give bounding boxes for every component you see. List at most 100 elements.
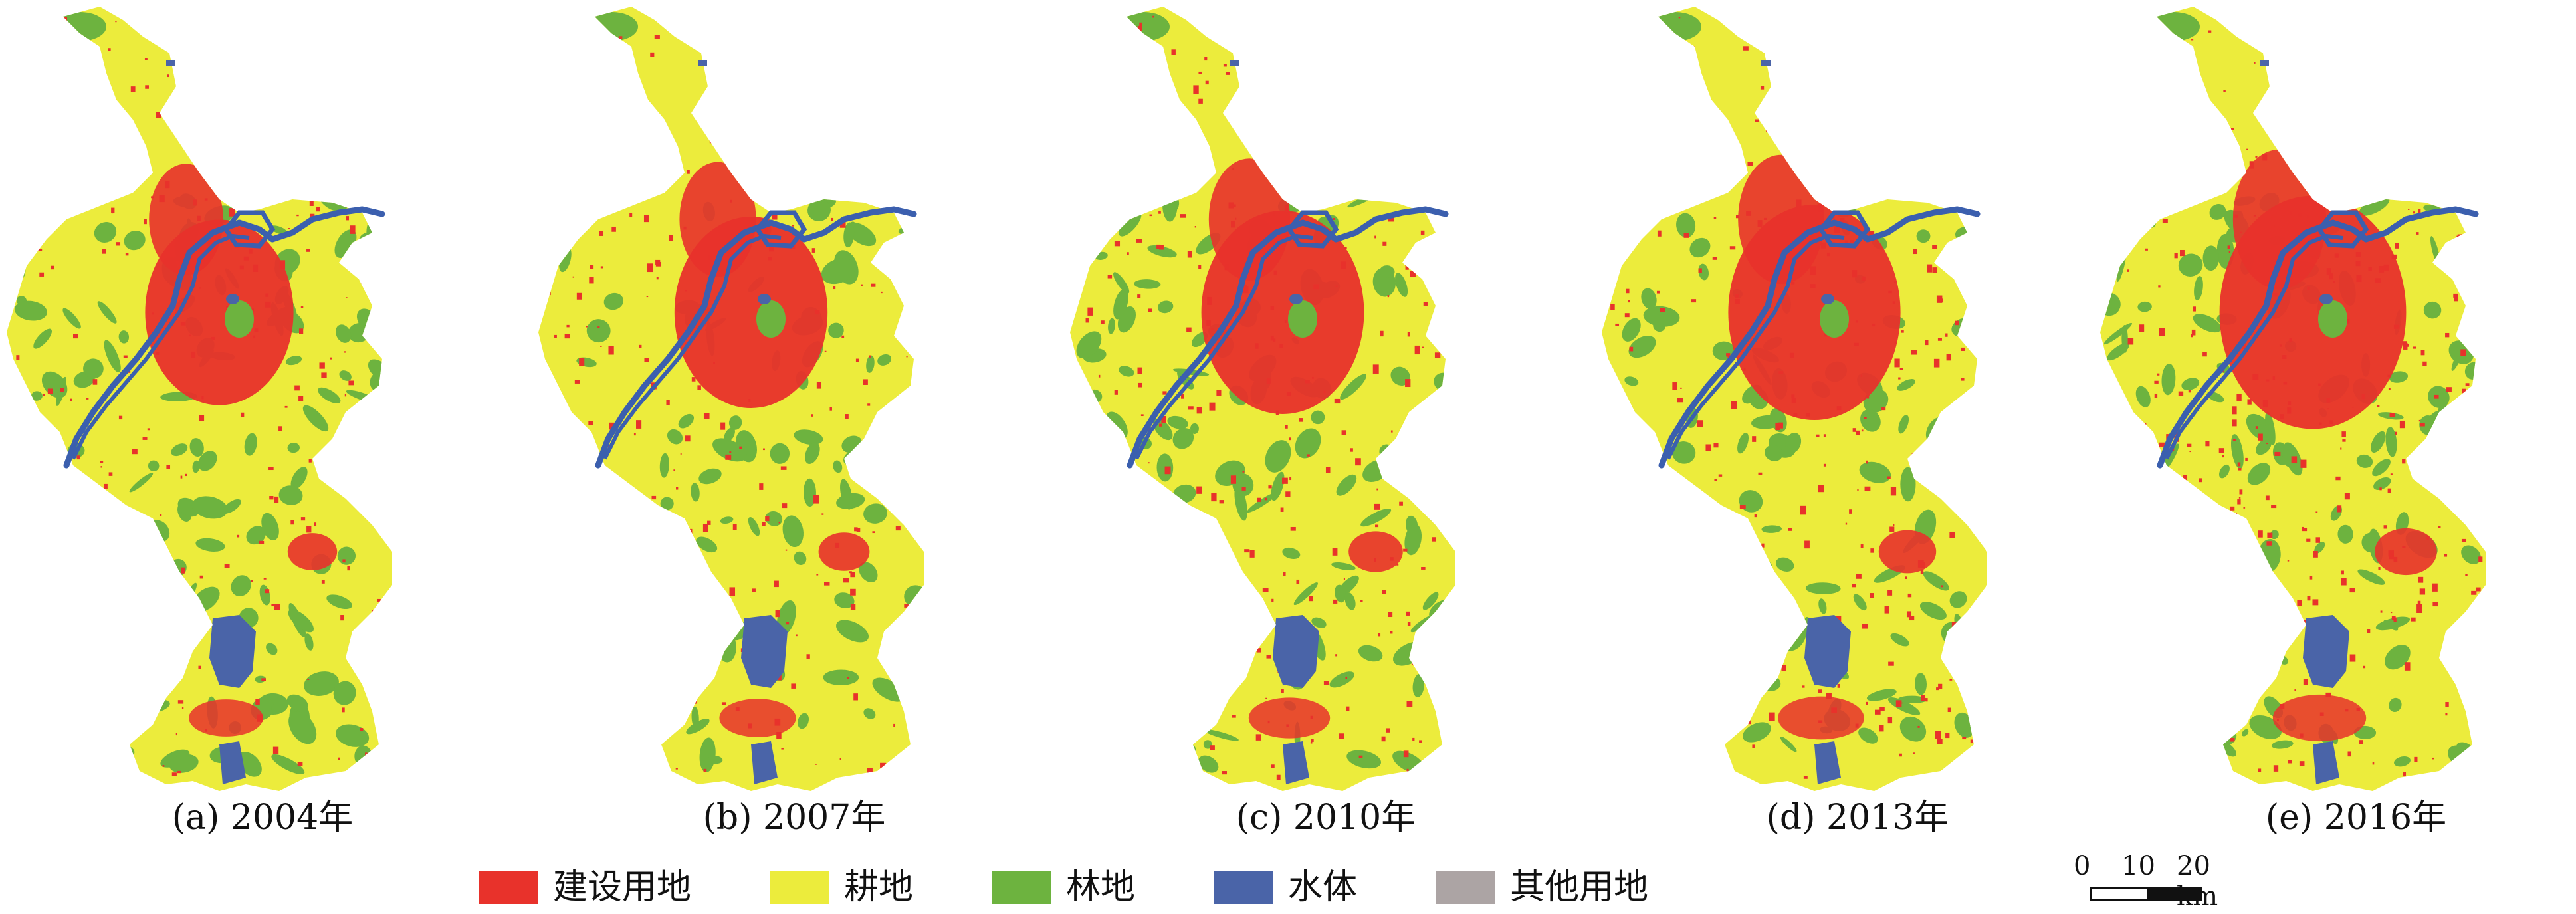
built-up-patch [619,637,622,641]
built-up-patch [2247,399,2252,405]
map-legend: 建设用地 耕地 林地 水体 其他用地 [479,864,1727,911]
built-up-patch [1830,66,1835,73]
built-up-patch [2211,622,2216,626]
forest-patch [155,630,181,649]
forest-patch [1156,566,1167,586]
forest-patch [1916,229,1931,243]
urban-core [1878,530,1937,574]
forest-patch [1195,671,1221,705]
built-up-patch [1752,612,1756,616]
forest-patch [33,328,53,349]
forest-patch [1664,514,1681,537]
built-up-patch [378,459,381,461]
built-up-patch [2137,693,2143,700]
built-up-patch [2390,612,2393,614]
built-up-patch [111,207,115,213]
built-up-patch [189,114,191,116]
built-up-patch [806,654,810,659]
built-up-patch [1129,669,1132,671]
built-up-patch [2478,664,2482,667]
built-up-patch [1264,497,1267,501]
built-up-patch [2179,667,2183,671]
built-up-patch [2158,285,2161,288]
built-up-patch [2362,31,2367,38]
built-up-patch [298,328,304,334]
forest-patch [720,516,734,524]
forest-patch [834,592,855,608]
built-up-patch [2341,578,2347,586]
built-up-patch [229,208,235,217]
built-up-patch [294,385,300,391]
forest-patch [198,451,217,471]
forest-patch [171,443,188,457]
forest-patch [863,503,887,524]
built-up-patch [1888,661,1894,666]
built-up-patch [2187,549,2189,552]
built-up-patch [1681,491,1686,498]
forest-patch [102,669,117,684]
forest-patch [863,708,876,719]
built-up-patch [1862,624,1868,629]
lake [1804,615,1851,688]
built-up-patch [261,678,266,681]
built-up-patch [1732,552,1735,556]
built-up-patch [2254,62,2256,64]
built-up-patch [1678,17,1681,19]
built-up-patch [1887,717,1893,724]
built-up-patch [251,580,253,582]
built-up-patch [1138,382,1142,388]
forest-patch [124,231,146,251]
river [595,206,917,469]
built-up-patch [554,473,558,477]
built-up-patch [259,540,265,544]
built-up-patch [618,36,623,39]
scale-bar-labels: 0 10 20 km [2074,851,2246,912]
built-up-patch [2460,349,2466,356]
built-up-patch [1325,467,1331,473]
built-up-patch [2351,116,2357,122]
built-up-patch [1355,122,1361,128]
built-up-patch [1407,622,1411,626]
forest-patch [2200,629,2213,642]
built-up-patch [593,450,598,457]
forest-patch [2357,569,2385,585]
built-up-patch [67,505,70,509]
built-up-patch [359,154,365,158]
built-up-patch [1403,106,1407,109]
lake [2303,615,2349,688]
legend-swatch-water [1214,871,1274,904]
built-up-patch [1679,564,1685,568]
built-up-patch [1657,230,1662,237]
built-up-patch [1616,558,1622,565]
built-up-patch [2230,506,2235,511]
forest-patch [1344,592,1356,610]
forest-patch [1134,279,1161,289]
forest-patch [828,322,844,338]
built-up-patch [1747,720,1751,725]
built-up-patch [171,772,177,776]
forest-patch [1968,646,1986,669]
built-up-patch [1646,45,1650,49]
built-up-patch [180,475,183,479]
legend-item-built-up: 建设用地 [479,867,691,907]
built-up-patch [2121,153,2128,160]
built-up-patch [1697,115,1700,117]
built-up-patch [1426,510,1428,513]
built-up-patch [1202,703,1209,713]
forest-patch [1133,663,1148,679]
forest-patch [1805,582,1841,594]
built-up-patch [2404,662,2411,671]
built-up-patch [2191,704,2195,707]
built-up-patch [2294,689,2296,691]
forest-patch [318,387,341,403]
built-up-patch [1932,245,1937,249]
built-up-patch [1375,524,1379,528]
built-up-patch [90,520,94,523]
built-up-patch [1266,655,1271,659]
built-up-patch [655,153,661,158]
built-up-patch [2340,447,2342,450]
built-up-patch [1949,679,1953,681]
forest-patch [2194,276,2203,301]
built-up-patch [2261,560,2263,562]
built-up-patch [1658,762,1661,766]
